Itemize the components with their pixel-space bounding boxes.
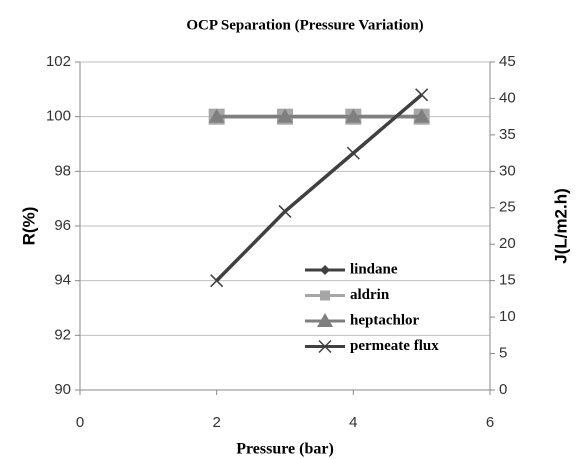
x-tick-label: 4: [349, 414, 357, 431]
legend-marker: [317, 313, 333, 327]
y-tick-label: 102: [46, 53, 71, 70]
series-marker: [345, 108, 362, 123]
y-tick-label: 100: [46, 108, 71, 125]
y2-tick-label: 0: [499, 381, 507, 398]
legend-marker: [320, 290, 330, 301]
chart-title: OCP Separation (Pressure Variation): [186, 17, 423, 33]
legend-label: lindane: [350, 261, 398, 277]
legend-label: heptachlor: [350, 312, 420, 328]
series-marker: [277, 108, 293, 123]
y2-tick-label: 15: [499, 272, 516, 289]
y-axis-label: R(%): [19, 207, 38, 246]
y2-tick-label: 45: [499, 53, 516, 70]
y-tick-label: 98: [54, 162, 71, 179]
series-marker: [210, 274, 224, 288]
x-tick-label: 0: [76, 414, 84, 431]
y2-tick-label: 35: [499, 126, 516, 143]
y2-tick-label: 25: [499, 199, 516, 216]
series-marker: [415, 88, 429, 102]
legend-label: aldrin: [350, 287, 390, 303]
y-tick-label: 92: [54, 326, 71, 343]
legend-label: permeate flux: [350, 338, 439, 354]
y2-tick-label: 5: [499, 345, 507, 362]
series-marker: [413, 108, 430, 123]
y2-tick-label: 30: [499, 162, 516, 179]
series-marker: [208, 108, 225, 123]
x-tick-label: 6: [486, 414, 494, 431]
legend-marker: [320, 265, 330, 275]
y2-tick-label: 20: [499, 235, 516, 252]
y2-tick-label: 40: [499, 89, 516, 106]
y-tick-label: 96: [54, 217, 71, 234]
series-marker: [278, 204, 292, 218]
y2-axis-label: J(L/m2.h): [551, 188, 570, 264]
y-tick-label: 94: [54, 272, 71, 289]
x-tick-label: 2: [212, 414, 220, 431]
series-line: [215, 93, 423, 282]
y2-tick-label: 10: [499, 308, 516, 325]
legend-marker: [318, 339, 332, 354]
y-tick-label: 90: [54, 381, 71, 398]
x-axis-label: Pressure (bar): [236, 441, 334, 458]
series-marker: [346, 146, 360, 160]
